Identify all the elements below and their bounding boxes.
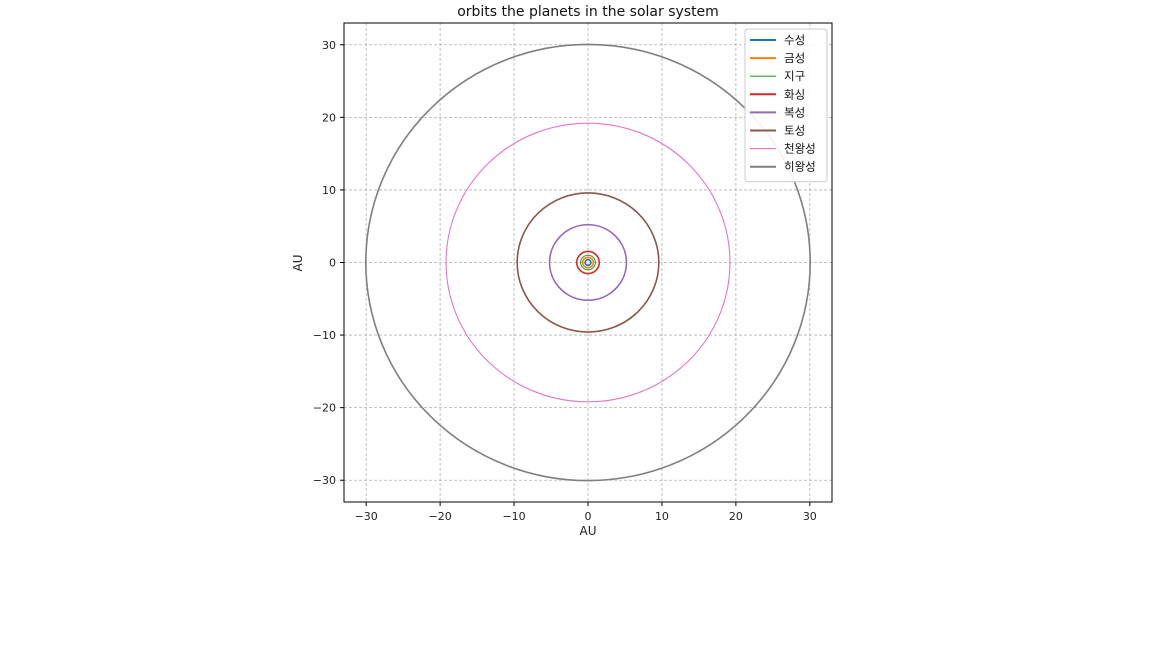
x-tick-label: 30 [803, 510, 817, 523]
orbits [365, 43, 811, 482]
chart-title: orbits the planets in the solar system [457, 4, 719, 20]
orbit-8 [365, 43, 811, 482]
y-tick-label: −30 [313, 474, 336, 487]
y-tick-label: 30 [322, 39, 336, 52]
legend-box [744, 28, 828, 183]
legend-label: 금성 [784, 51, 805, 65]
legend-label: 히왕성 [784, 160, 816, 174]
y-tick-label: −10 [313, 329, 336, 342]
legend-label: 화싱 [784, 87, 805, 101]
x-tick-label: −10 [502, 510, 525, 523]
orbit-4 [575, 250, 601, 275]
x-axis-label: AU [580, 524, 597, 538]
x-tick-label: 10 [655, 510, 669, 523]
x-tick-label: 0 [585, 510, 592, 523]
orbit-3 [580, 254, 596, 271]
orbit-7 [445, 122, 731, 403]
y-tick-label: 0 [329, 257, 336, 270]
legend-label: 복성 [784, 105, 805, 119]
legend-label: 천왕성 [784, 142, 816, 156]
legend-label: 지구 [784, 69, 805, 83]
x-tick-label: 20 [729, 510, 743, 523]
axis-ticks: −30 −20 −10 0 10 20 30 −30 −20 −10 0 10 20 30 [313, 39, 817, 523]
orbit-6 [516, 192, 660, 333]
legend-label: 수성 [784, 33, 805, 47]
x-tick-label: −20 [429, 510, 452, 523]
y-axis-label: AU [291, 255, 305, 272]
x-tick-label: −30 [355, 510, 378, 523]
y-tick-label: 10 [322, 184, 336, 197]
y-tick-label: 20 [322, 111, 336, 124]
y-tick-label: −20 [313, 402, 336, 415]
orbit-2 [581, 256, 595, 269]
orbit-5 [548, 223, 628, 302]
legend-label: 토성 [784, 124, 805, 138]
orbit-1 [584, 258, 592, 267]
